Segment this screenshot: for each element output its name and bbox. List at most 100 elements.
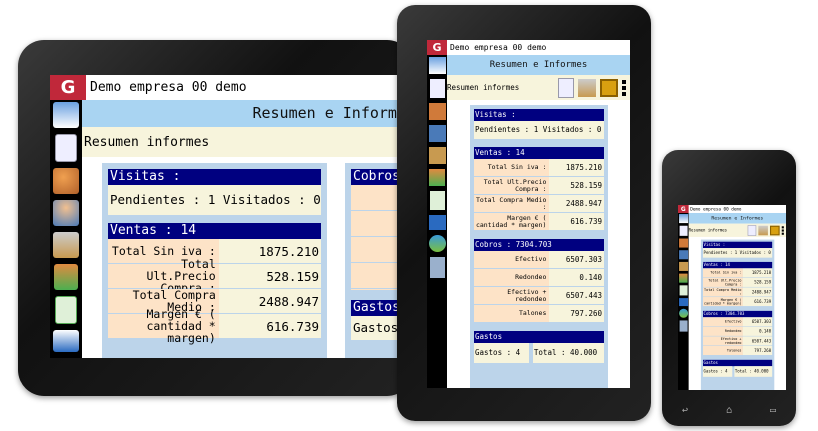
inbox-icon[interactable] — [428, 215, 446, 230]
ventas-row-value: 2488.947 — [549, 195, 604, 212]
sync-icon[interactable] — [428, 235, 446, 252]
page-header: Resumen e Informes — [447, 55, 630, 75]
page-header: Resumen e Informe — [82, 100, 402, 127]
tools-box-icon[interactable] — [758, 225, 768, 236]
tools-box-icon[interactable] — [578, 78, 596, 97]
list-icon[interactable] — [679, 285, 688, 296]
home-icon[interactable] — [53, 102, 79, 128]
ventas-row: Total Ult.Precio Compra :528.159 — [108, 258, 321, 294]
visitas-title: Visitas : — [703, 241, 773, 249]
document-icon[interactable] — [558, 77, 574, 98]
inbox-icon[interactable] — [678, 298, 688, 307]
users-icon[interactable] — [678, 250, 688, 260]
ventas-row-value: 616.739 — [218, 314, 321, 338]
inbox-icon[interactable] — [53, 330, 79, 352]
user-clock-icon[interactable] — [428, 103, 446, 120]
cobros-title: Cobros : 7304.703 — [474, 239, 604, 251]
ventas-row: Margen € ( cantidad * margen) 616.739 — [108, 308, 321, 344]
ventas-row: Total Sin iva :1875.210 — [108, 239, 321, 264]
ventas-row-value: 2488.947 — [743, 287, 773, 297]
visitas-title: Visitas : — [108, 169, 321, 185]
subtitle: Resumen informes — [84, 134, 210, 150]
cobros-row: Efectivo 6507.303 — [703, 317, 773, 327]
ventas-row-value: 1875.210 — [218, 239, 321, 263]
ventas-row-value: 528.159 — [218, 264, 321, 288]
cobros-row: Efectivo + redondeo 6507.443 — [703, 336, 773, 346]
cobros-row-value: 0.140 — [743, 326, 773, 336]
back-icon[interactable]: ↩ — [682, 405, 689, 416]
ventas-row: Total Ult.Precio Compra :528.159 — [703, 277, 773, 288]
gastos-count: Gastos : 4 — [474, 343, 529, 363]
visitas-title: Visitas : — [474, 109, 604, 121]
ventas-row: Margen € ( cantidad * margen) 616.739 — [703, 297, 773, 307]
tools-box-icon[interactable] — [428, 147, 446, 164]
ventas-row-value: 528.159 — [743, 277, 773, 287]
document-icon[interactable] — [55, 134, 77, 162]
sync-icon[interactable] — [678, 308, 688, 318]
document-icon[interactable] — [679, 225, 688, 236]
tablet-landscape-screen: G Demo empresa 00 demo Resumen e Informe… — [50, 75, 402, 358]
ventas-title: Ventas : 14 — [703, 261, 773, 269]
tools-box-icon[interactable] — [678, 261, 688, 271]
building-icon[interactable] — [679, 320, 688, 332]
cobros-row-label: Efectivo — [703, 317, 744, 327]
hand-icon[interactable] — [54, 264, 78, 290]
cobros-row-label: Talones — [703, 345, 744, 356]
ventas-row-value: 616.739 — [743, 297, 773, 307]
hand-icon[interactable] — [429, 169, 445, 186]
tools-box-icon[interactable] — [53, 232, 79, 258]
overflow-menu-icon[interactable] — [781, 226, 784, 235]
gastos-total: Total : 40.000 — [532, 343, 604, 363]
hand-icon[interactable] — [679, 273, 688, 283]
overflow-menu-icon[interactable] — [622, 79, 626, 96]
ventas-row-label: Total Sin iva : — [703, 268, 744, 278]
visitas-line: Pendientes : 1 Visitados : 0 — [703, 248, 773, 258]
ventas-row: Total Compra Medio :2488.947 — [108, 289, 321, 314]
page-header: Resumen e Informes — [688, 212, 786, 224]
gastos-title: Gastos — [351, 300, 402, 316]
folder-icon[interactable] — [600, 78, 618, 97]
gastos-total: Total : 40.000 — [734, 366, 773, 377]
home-icon[interactable] — [428, 57, 446, 74]
document-icon[interactable] — [747, 224, 757, 236]
ventas-row-value: 1875.210 — [549, 159, 604, 176]
tablet-portrait-screen: G Demo empresa 00 demo Resumen e Informe… — [427, 40, 630, 388]
ventas-row-label: Margen € ( cantidad * margen) — [703, 297, 744, 307]
ventas-row-value: 528.159 — [549, 177, 604, 194]
building-icon[interactable] — [429, 257, 445, 278]
cobros-row: Efectivo + redondeo 6507.443 — [474, 287, 604, 305]
user-clock-icon[interactable] — [678, 238, 688, 248]
cobros-row-label: Efectivo + redondeo — [703, 336, 744, 346]
ventas-row-label: Total Ult.Precio Compra : — [703, 277, 744, 287]
cobros-title: Cobros — [351, 169, 402, 185]
document-icon[interactable] — [429, 79, 445, 98]
side-toolbar — [427, 55, 447, 388]
ventas-row-label: Total Ult.Precio Compra : — [108, 258, 219, 294]
ventas-row-label: Total Ult.Precio Compra : — [474, 177, 550, 194]
cobros-row-label: Redondeo — [474, 269, 550, 286]
tablet-landscape: G Demo empresa 00 demo Resumen e Informe… — [18, 40, 413, 396]
cobros-row-value: 6507.303 — [743, 317, 773, 327]
cobros-row: Talones 797.260 — [703, 345, 773, 356]
cobros-row-value: 6507.303 — [549, 251, 604, 268]
ventas-row-value: 2488.947 — [218, 289, 321, 313]
user-clock-icon[interactable] — [53, 168, 79, 194]
cobros-row-label: Redondeo — [703, 326, 744, 336]
home-icon[interactable] — [678, 214, 688, 224]
subtitle: Resumen informes — [447, 83, 520, 92]
list-icon[interactable] — [55, 296, 77, 324]
list-icon[interactable] — [429, 191, 445, 210]
ventas-row-label: Margen € ( cantidad * margen) — [474, 213, 550, 230]
users-icon[interactable] — [428, 125, 446, 142]
app-logo: G — [678, 205, 689, 213]
summary-panel: Visitas : Pendientes : 1 Visitados : 0 V… — [470, 105, 608, 388]
folder-icon[interactable] — [770, 225, 780, 236]
home-button-icon[interactable]: ⌂ — [725, 405, 733, 416]
users-icon[interactable] — [53, 200, 79, 226]
cobros-row-value: 0.140 — [549, 269, 604, 286]
summary-panel-left: Visitas : Pendientes : 1 Visitados : 0 V… — [102, 163, 327, 358]
cobros-row-value: 6507.443 — [549, 287, 604, 304]
cobros-row-label: Talones — [474, 305, 550, 322]
gastos-count: Gastos : 4 — [703, 366, 733, 377]
recent-apps-icon[interactable]: ▭ — [769, 405, 776, 416]
